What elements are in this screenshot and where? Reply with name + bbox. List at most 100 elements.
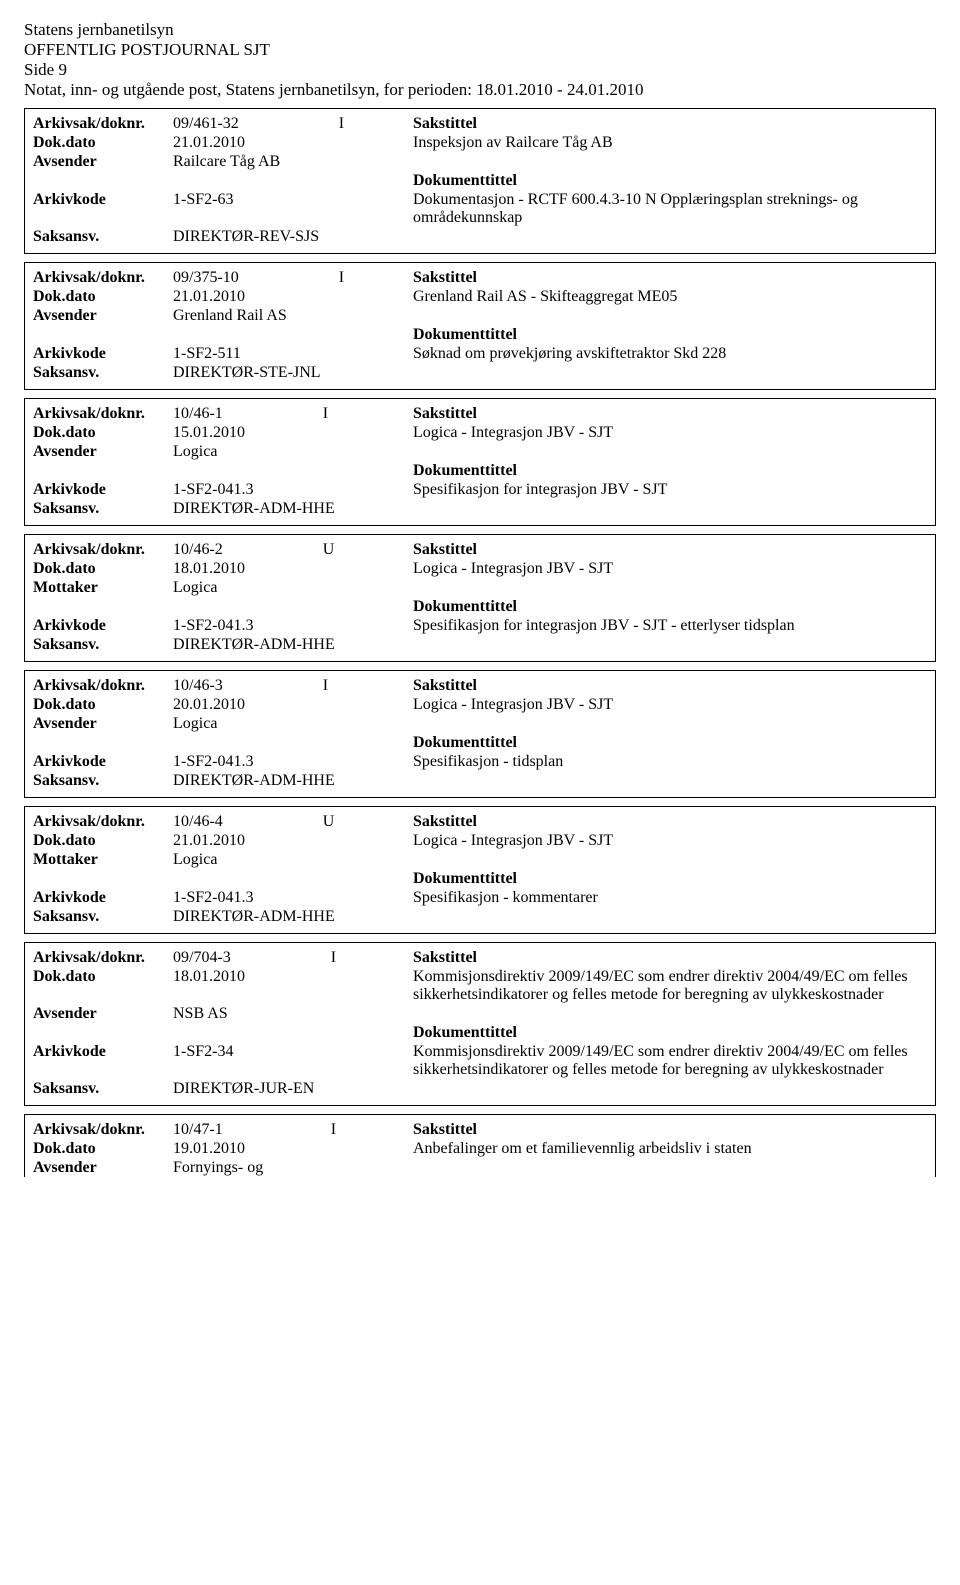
direction-code: I xyxy=(331,949,336,966)
sakstittel-label: Sakstittel xyxy=(413,813,477,830)
saksansv-label: Saksansv. xyxy=(33,636,173,654)
arkivsak-value: 10/46-3 I xyxy=(173,677,413,695)
party-value: Logica xyxy=(173,851,413,869)
sakstittel-label: Sakstittel xyxy=(413,949,477,966)
arkivsak-label: Arkivsak/doknr. xyxy=(33,269,173,287)
arkivkode-value: 1-SF2-511 xyxy=(173,345,413,363)
arkivsak-value: 10/46-4 U xyxy=(173,813,413,831)
direction-code: I xyxy=(331,1121,336,1138)
arkivkode-label: Arkivkode xyxy=(33,191,173,227)
dokdato-value: 18.01.2010 xyxy=(173,560,413,578)
dokdato-label: Dok.dato xyxy=(33,288,173,306)
dokdato-value: 18.01.2010 xyxy=(173,968,413,1004)
dokumenttittel-label: Dokumenttittel xyxy=(413,598,517,615)
saksansv-label: Saksansv. xyxy=(33,364,173,382)
arkivsak-label: Arkivsak/doknr. xyxy=(33,541,173,559)
dokumenttittel-label: Dokumenttittel xyxy=(413,870,517,887)
party-value: Grenland Rail AS xyxy=(173,307,413,325)
arkivkode-value: 1-SF2-041.3 xyxy=(173,889,413,907)
arkivkode-label: Arkivkode xyxy=(33,345,173,363)
dokdato-value: 20.01.2010 xyxy=(173,696,413,714)
dokumenttittel-value: Søknad om prøvekjøring avskiftetraktor S… xyxy=(413,345,927,363)
arkivkode-value: 1-SF2-34 xyxy=(173,1043,413,1079)
direction-code: I xyxy=(323,405,328,422)
journal-entry: Arkivsak/doknr.10/46-4 USakstittel Dok.da… xyxy=(24,806,936,934)
arkivkode-value: 1-SF2-041.3 xyxy=(173,753,413,771)
dokumenttittel-label: Dokumenttittel xyxy=(413,172,517,189)
sakstittel-value: Kommisjonsdirektiv 2009/149/EC som endre… xyxy=(413,968,927,1004)
party-label: Avsender xyxy=(33,715,173,733)
dokdato-label: Dok.dato xyxy=(33,424,173,442)
direction-code: I xyxy=(339,269,344,286)
party-value: Fornyings- og xyxy=(173,1159,413,1177)
party-value: Logica xyxy=(173,579,413,597)
dokdato-label: Dok.dato xyxy=(33,134,173,152)
arkivsak-value: 10/46-1 I xyxy=(173,405,413,423)
journal-entry: Arkivsak/doknr.10/46-1 ISakstittel Dok.da… xyxy=(24,398,936,526)
dokdato-label: Dok.dato xyxy=(33,968,173,1004)
dokdato-label: Dok.dato xyxy=(33,832,173,850)
journal-title: OFFENTLIG POSTJOURNAL SJT xyxy=(24,40,936,60)
saksansv-label: Saksansv. xyxy=(33,772,173,790)
party-label: Avsender xyxy=(33,1005,173,1023)
dokdato-label: Dok.dato xyxy=(33,560,173,578)
dokdato-value: 19.01.2010 xyxy=(173,1140,413,1158)
sakstittel-label: Sakstittel xyxy=(413,405,477,422)
dokdato-value: 21.01.2010 xyxy=(173,134,413,152)
sakstittel-value: Grenland Rail AS - Skifteaggregat ME05 xyxy=(413,288,927,306)
dokumenttittel-label: Dokumenttittel xyxy=(413,326,517,343)
dokumenttittel-value: Spesifikasjon - tidsplan xyxy=(413,753,927,771)
arkivsak-label: Arkivsak/doknr. xyxy=(33,1121,173,1139)
arkivsak-value: 09/375-10 I xyxy=(173,269,413,287)
saksansv-label: Saksansv. xyxy=(33,500,173,518)
dokumenttittel-label: Dokumenttittel xyxy=(413,734,517,751)
sakstittel-label: Sakstittel xyxy=(413,269,477,286)
arkivsak-label: Arkivsak/doknr. xyxy=(33,677,173,695)
dokumenttittel-label: Dokumenttittel xyxy=(413,1024,517,1041)
dokdato-value: 15.01.2010 xyxy=(173,424,413,442)
dokdato-label: Dok.dato xyxy=(33,696,173,714)
arkivsak-label: Arkivsak/doknr. xyxy=(33,813,173,831)
sakstittel-value: Inspeksjon av Railcare Tåg AB xyxy=(413,134,927,152)
dokdato-value: 21.01.2010 xyxy=(173,832,413,850)
arkivkode-label: Arkivkode xyxy=(33,889,173,907)
arkivkode-label: Arkivkode xyxy=(33,753,173,771)
dokdato-label: Dok.dato xyxy=(33,1140,173,1158)
arkivsak-value: 10/47-1 I xyxy=(173,1121,413,1139)
arkivkode-value: 1-SF2-63 xyxy=(173,191,413,227)
journal-entry-partial: Arkivsak/doknr.10/47-1 ISakstittelDok.da… xyxy=(24,1114,936,1177)
saksansv-value: DIREKTØR-STE-JNL xyxy=(173,364,413,382)
arkivsak-value: 10/46-2 U xyxy=(173,541,413,559)
sakstittel-value: Anbefalinger om et familievennlig arbeid… xyxy=(413,1140,927,1158)
dokumenttittel-value: Spesifikasjon for integrasjon JBV - SJT … xyxy=(413,617,927,635)
sakstittel-value: Logica - Integrasjon JBV - SJT xyxy=(413,424,927,442)
journal-entry: Arkivsak/doknr.09/461-32 ISakstittelDok.… xyxy=(24,108,936,254)
party-label: Mottaker xyxy=(33,851,173,869)
sakstittel-label: Sakstittel xyxy=(413,541,477,558)
dokdato-value: 21.01.2010 xyxy=(173,288,413,306)
direction-code: U xyxy=(323,813,335,830)
arkivkode-label: Arkivkode xyxy=(33,481,173,499)
arkivkode-value: 1-SF2-041.3 xyxy=(173,617,413,635)
arkivsak-value: 09/461-32 I xyxy=(173,115,413,133)
saksansv-value: DIREKTØR-JUR-EN xyxy=(173,1080,413,1098)
saksansv-value: DIREKTØR-ADM-HHE xyxy=(173,636,413,654)
arkivsak-label: Arkivsak/doknr. xyxy=(33,115,173,133)
entries-container: Arkivsak/doknr.09/461-32 ISakstittelDok.… xyxy=(24,108,936,1177)
sakstittel-label: Sakstittel xyxy=(413,677,477,694)
org-name: Statens jernbanetilsyn xyxy=(24,20,936,40)
sakstittel-value: Logica - Integrasjon JBV - SJT xyxy=(413,832,927,850)
dokumenttittel-value: Spesifikasjon - kommentarer xyxy=(413,889,927,907)
dokumenttittel-value: Kommisjonsdirektiv 2009/149/EC som endre… xyxy=(413,1043,927,1079)
saksansv-value: DIREKTØR-ADM-HHE xyxy=(173,908,413,926)
saksansv-label: Saksansv. xyxy=(33,1080,173,1098)
dokumenttittel-value: Spesifikasjon for integrasjon JBV - SJT xyxy=(413,481,927,499)
dokumenttittel-value: Dokumentasjon - RCTF 600.4.3-10 N Opplær… xyxy=(413,191,927,227)
party-value: Logica xyxy=(173,443,413,461)
party-value: Railcare Tåg AB xyxy=(173,153,413,171)
party-value: NSB AS xyxy=(173,1005,413,1023)
arkivsak-value: 09/704-3 I xyxy=(173,949,413,967)
arkivsak-label: Arkivsak/doknr. xyxy=(33,949,173,967)
saksansv-value: DIREKTØR-ADM-HHE xyxy=(173,500,413,518)
arkivsak-label: Arkivsak/doknr. xyxy=(33,405,173,423)
